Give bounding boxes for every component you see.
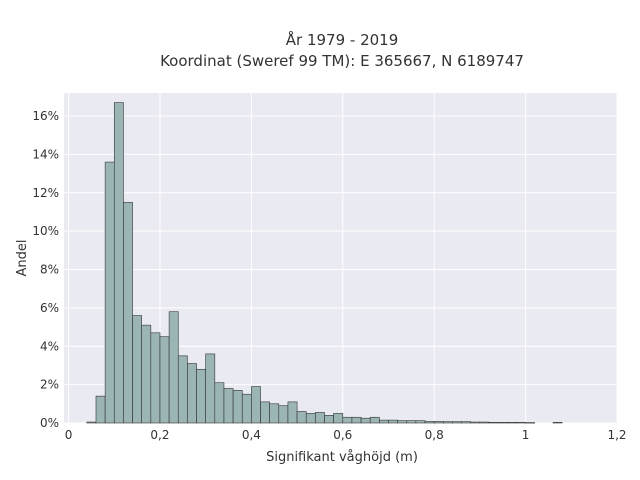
histogram-bar xyxy=(278,405,289,424)
histogram-bar xyxy=(415,420,426,424)
histogram-bar xyxy=(232,390,243,424)
histogram-bar xyxy=(296,411,307,424)
histogram-bar xyxy=(507,422,517,424)
histogram-bar xyxy=(159,336,170,424)
histogram-bar xyxy=(168,311,179,424)
y-tick-label: 16% xyxy=(32,109,59,123)
histogram-bar xyxy=(525,422,536,424)
x-axis-label: Signifikant våghöjd (m) xyxy=(266,450,418,465)
histogram-bar xyxy=(141,324,152,424)
histogram-bar xyxy=(333,413,344,424)
x-tick-label: 1,2 xyxy=(607,428,626,442)
y-tick-label: 14% xyxy=(32,147,59,161)
histogram-bar xyxy=(360,417,371,424)
histogram-bar xyxy=(351,416,362,424)
y-axis-label: Andel xyxy=(15,240,30,277)
histogram-bar xyxy=(214,382,225,424)
histogram-bar xyxy=(260,401,270,424)
histogram-bar xyxy=(324,415,334,424)
y-tick-label: 8% xyxy=(40,263,59,277)
bars xyxy=(86,102,563,424)
histogram-bar xyxy=(461,421,472,424)
y-tick-label: 4% xyxy=(40,339,59,353)
histogram-bar xyxy=(104,161,115,424)
y-tick-label: 6% xyxy=(40,301,59,315)
histogram-bar xyxy=(342,416,353,424)
histogram-bar xyxy=(241,393,252,424)
histogram-bar xyxy=(177,355,188,424)
histogram-bar xyxy=(150,332,161,424)
histogram-bar xyxy=(488,422,499,424)
x-axis-ticks: 0 0,2 0,4 0,6 0,8 1 1,2 xyxy=(65,428,627,442)
histogram-bar xyxy=(123,202,133,424)
histogram-bar xyxy=(315,412,325,424)
y-tick-label: 0% xyxy=(40,416,59,430)
histogram-bar xyxy=(424,421,435,424)
histogram-bar xyxy=(433,421,444,424)
histogram-bar xyxy=(379,419,389,424)
histogram-bar xyxy=(269,403,280,424)
histogram-bar xyxy=(287,401,298,424)
chart-title-line2: Koordinat (Sweref 99 TM): E 365667, N 61… xyxy=(160,52,524,70)
histogram-bar xyxy=(479,421,490,424)
x-tick-label: 0,4 xyxy=(242,428,261,442)
histogram-bar xyxy=(470,421,481,424)
y-tick-label: 12% xyxy=(32,186,59,200)
histogram-bar xyxy=(196,368,206,424)
histogram-bar xyxy=(497,422,508,424)
histogram-bar xyxy=(443,421,453,424)
histogram-bar xyxy=(86,421,97,424)
histogram-bar xyxy=(406,420,417,424)
chart-title-line1: År 1979 - 2019 xyxy=(286,30,399,49)
x-tick-label: 0 xyxy=(65,428,73,442)
histogram-bar xyxy=(305,413,316,424)
histogram-bar xyxy=(552,422,563,424)
histogram-bar xyxy=(187,363,197,424)
histogram-bar xyxy=(516,422,526,424)
histogram-bar xyxy=(397,420,408,424)
y-tick-label: 10% xyxy=(32,224,59,238)
x-tick-label: 1 xyxy=(522,428,530,442)
histogram-bar xyxy=(452,421,462,424)
histogram-bar xyxy=(205,353,216,424)
histogram-bar xyxy=(95,395,106,424)
x-tick-label: 0,6 xyxy=(333,428,352,442)
y-axis-ticks: 0% 2% 4% 6% 8% 10% 12% 14% 16% xyxy=(32,109,59,430)
histogram-bar xyxy=(388,419,398,424)
histogram-bar xyxy=(223,388,234,424)
histogram-bar xyxy=(251,386,261,424)
x-tick-label: 0,2 xyxy=(150,428,169,442)
y-tick-label: 2% xyxy=(40,378,59,392)
x-tick-label: 0,8 xyxy=(425,428,444,442)
histogram-bar xyxy=(113,102,124,424)
histogram-bar xyxy=(369,416,380,424)
histogram-bar xyxy=(132,315,142,424)
